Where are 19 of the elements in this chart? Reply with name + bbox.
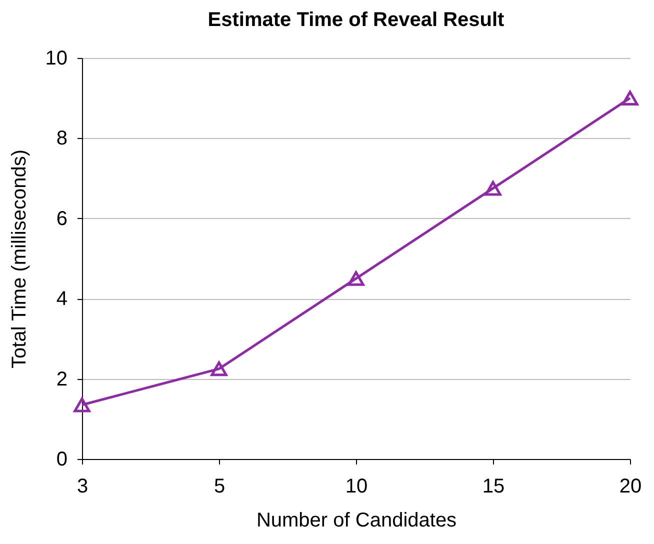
x-axis-title: Number of Candidates <box>256 510 457 532</box>
point <box>74 397 90 412</box>
x-tick-label: 3 <box>76 476 88 498</box>
y-axis-title: Total Time (milliseconds) <box>8 150 30 368</box>
y-tick-label: 8 <box>56 128 68 150</box>
y-tick-label: 10 <box>45 48 68 70</box>
x-tick-label: 10 <box>345 476 368 498</box>
x-tick-label: 20 <box>619 476 642 498</box>
point <box>348 271 364 286</box>
point <box>210 361 228 376</box>
chart-title: Estimate Time of Reveal Result <box>208 9 505 31</box>
point <box>484 180 502 196</box>
y-tick-label: 0 <box>56 448 68 470</box>
y-tick-label: 4 <box>56 288 68 310</box>
x-tick-label: 15 <box>482 476 505 498</box>
point <box>622 90 638 106</box>
x-tick-label: 5 <box>214 476 226 498</box>
y-tick-label: 6 <box>56 208 68 230</box>
y-tick-label: 2 <box>56 368 68 390</box>
